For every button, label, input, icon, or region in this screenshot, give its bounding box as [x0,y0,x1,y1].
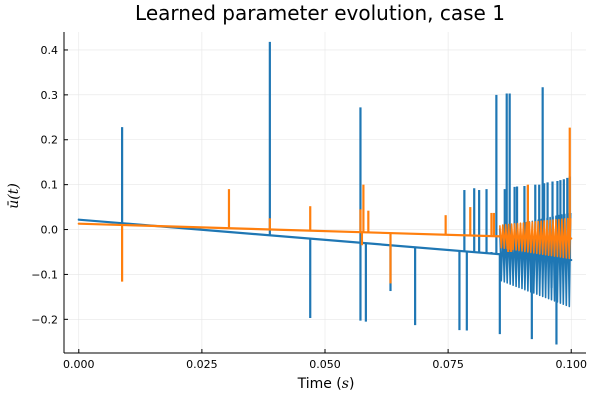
y-tick-label: 0.1 [41,179,59,192]
y-tick-labels: −0.2 −0.1 0.0 0.1 0.2 0.3 0.4 [31,44,58,326]
y-axis-label: ū(t) [6,183,22,209]
series-2 [77,127,573,284]
x-tick-label: 0.025 [186,358,218,371]
plot-series [77,41,573,345]
axes [63,32,586,354]
y-tick-label: 0.3 [41,89,59,102]
y-tick-label: 0.2 [41,134,59,147]
y-tick-label: 0.0 [41,224,59,237]
x-tick-label: 0.050 [309,358,341,371]
series-1 [77,41,573,345]
x-axis-label: Time (s) [297,376,355,392]
x-tick-label: 0.000 [63,358,95,371]
y-tick-label: 0.4 [41,44,59,57]
series-2-oscillation [499,217,572,260]
y-tick-label: −0.2 [31,313,58,326]
chart-title: Learned parameter evolution, case 1 [135,1,505,25]
x-tick-label: 0.100 [555,358,587,371]
x-tick-label: 0.075 [432,358,464,371]
x-tick-labels: 0.000 0.025 0.050 0.075 0.100 [63,358,587,371]
y-tick-label: −0.1 [31,268,58,281]
series-2-baseline [77,222,573,240]
